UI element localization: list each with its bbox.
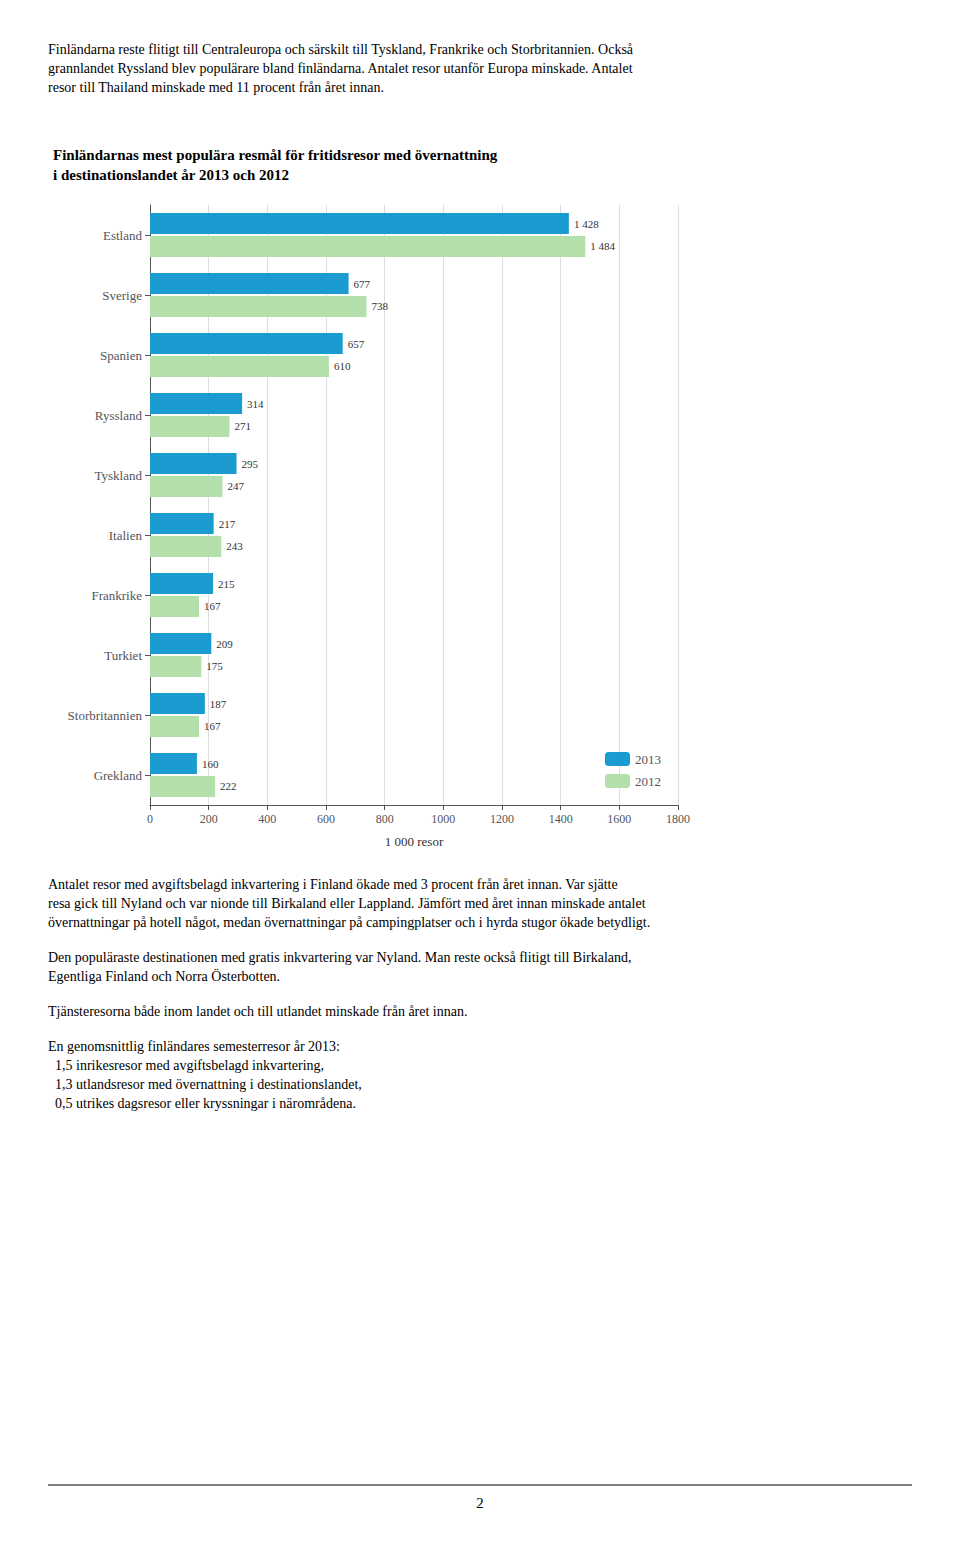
svg-text:Antalet resor med avgiftsbelag: Antalet resor med avgiftsbelagd inkvarte…	[48, 877, 618, 892]
svg-text:i destinationslandet år 2013 o: i destinationslandet år 2013 och 2012	[53, 167, 289, 183]
svg-text:grannlandet Ryssland blev popu: grannlandet Ryssland blev populärare bla…	[48, 61, 633, 76]
svg-text:En genomsnittlig finländares s: En genomsnittlig finländares semesterres…	[48, 1039, 340, 1054]
svg-text:167: 167	[204, 720, 221, 732]
svg-text:209: 209	[216, 638, 233, 650]
svg-text:1,5 inrikesresor med avgiftsbe: 1,5 inrikesresor med avgiftsbelagd inkva…	[48, 1058, 324, 1073]
svg-text:Estland: Estland	[103, 228, 142, 243]
svg-text:1200: 1200	[490, 812, 514, 826]
svg-text:1 484: 1 484	[590, 240, 615, 252]
svg-text:Spanien: Spanien	[100, 348, 142, 363]
svg-text:Den populäraste destinationen: Den populäraste destinationen med gratis…	[48, 950, 632, 965]
svg-text:1 000 resor: 1 000 resor	[385, 834, 444, 849]
svg-text:295: 295	[242, 458, 259, 470]
svg-text:0,5 utrikes dagsresor eller kr: 0,5 utrikes dagsresor eller kryssningar …	[48, 1096, 356, 1111]
svg-text:243: 243	[226, 540, 243, 552]
svg-text:Sverige: Sverige	[102, 288, 142, 303]
svg-text:Storbritannien: Storbritannien	[68, 708, 143, 723]
svg-text:657: 657	[348, 338, 365, 350]
svg-text:187: 187	[210, 698, 227, 710]
svg-text:Tyskland: Tyskland	[95, 468, 143, 483]
svg-text:1000: 1000	[431, 812, 455, 826]
svg-text:1600: 1600	[607, 812, 631, 826]
svg-text:Finländarnas mest populära res: Finländarnas mest populära resmål för fr…	[53, 147, 498, 163]
svg-text:resor till Thailand minskade m: resor till Thailand minskade med 11 proc…	[48, 80, 384, 95]
svg-text:400: 400	[258, 812, 276, 826]
svg-text:200: 200	[200, 812, 218, 826]
svg-text:2012: 2012	[635, 774, 661, 789]
svg-text:övernattningar på hotell något: övernattningar på hotell något, medan öv…	[48, 915, 650, 930]
svg-text:800: 800	[376, 812, 394, 826]
svg-text:1800: 1800	[666, 812, 690, 826]
svg-text:1 428: 1 428	[574, 218, 599, 230]
svg-text:215: 215	[218, 578, 235, 590]
svg-text:600: 600	[317, 812, 335, 826]
svg-text:167: 167	[204, 600, 221, 612]
svg-text:217: 217	[219, 518, 236, 530]
svg-text:Grekland: Grekland	[94, 768, 143, 783]
svg-text:1,3 utlandsresor med övernattn: 1,3 utlandsresor med övernattning i dest…	[48, 1077, 362, 1092]
svg-text:0: 0	[147, 812, 153, 826]
svg-text:1400: 1400	[549, 812, 573, 826]
svg-text:610: 610	[334, 360, 351, 372]
svg-text:Frankrike: Frankrike	[91, 588, 142, 603]
svg-text:2013: 2013	[635, 752, 661, 767]
svg-text:738: 738	[371, 300, 388, 312]
svg-text:175: 175	[206, 660, 223, 672]
svg-text:271: 271	[234, 420, 251, 432]
svg-text:2: 2	[476, 1495, 484, 1511]
svg-text:314: 314	[247, 398, 264, 410]
svg-text:222: 222	[220, 780, 237, 792]
svg-text:Finländarna reste flitigt till: Finländarna reste flitigt till Centraleu…	[48, 42, 634, 57]
svg-text:Ryssland: Ryssland	[95, 408, 143, 423]
svg-text:Turkiet: Turkiet	[104, 648, 142, 663]
svg-text:Egentliga Finland och Norra Ös: Egentliga Finland och Norra Österbotten.	[48, 968, 280, 984]
svg-text:resa gick till Nyland och var: resa gick till Nyland och var nionde til…	[48, 896, 646, 911]
svg-text:247: 247	[227, 480, 244, 492]
svg-text:Italien: Italien	[109, 528, 143, 543]
svg-text:Tjänsteresorna både inom lande: Tjänsteresorna både inom landet och till…	[48, 1004, 467, 1019]
svg-text:160: 160	[202, 758, 219, 770]
svg-text:677: 677	[354, 278, 371, 290]
